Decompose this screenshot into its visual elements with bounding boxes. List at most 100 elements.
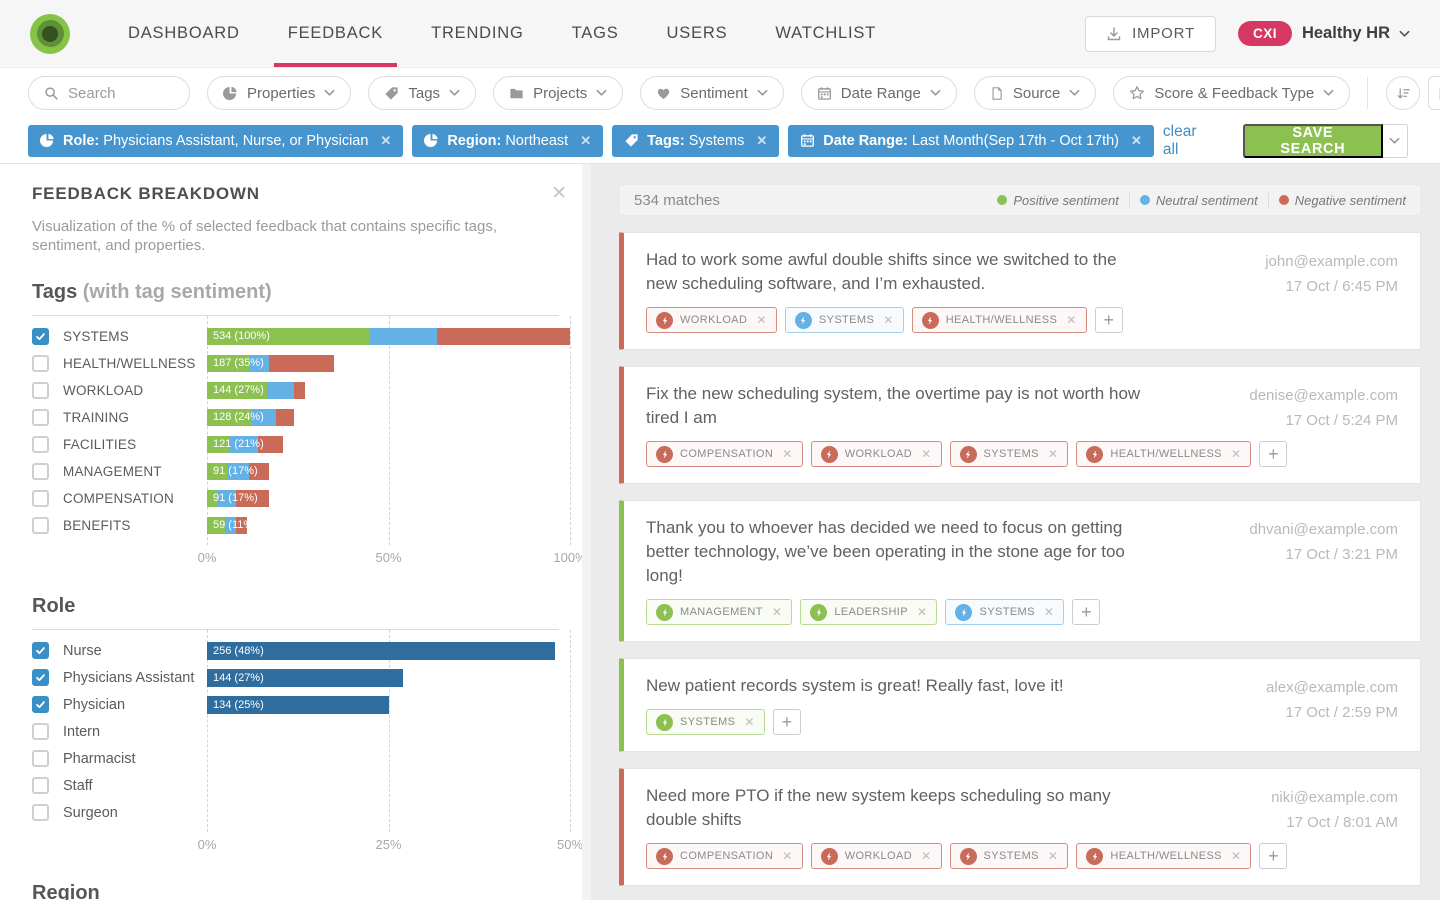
- checkbox-training[interactable]: [32, 409, 49, 427]
- remove-tag-icon[interactable]: ✕: [782, 849, 793, 863]
- breakdown-section-role: Role Nurse 256 (48%) Physicians Assistant 1…: [32, 595, 583, 856]
- filter-dropdown-sentiment[interactable]: Sentiment: [640, 76, 784, 110]
- remove-tag-icon[interactable]: ✕: [1043, 605, 1055, 619]
- bar-segment-neutral: [226, 463, 249, 481]
- nav-item-users[interactable]: USERS: [666, 24, 728, 42]
- add-tag-button[interactable]: +: [1072, 599, 1101, 625]
- active-filter-chip-region: Region: Northeast ✕: [412, 124, 604, 157]
- filter-chip-label: Role:: [63, 132, 104, 149]
- remove-filter-icon[interactable]: ✕: [380, 132, 392, 148]
- remove-tag-icon[interactable]: ✕: [1230, 849, 1242, 863]
- tag-label: COMPENSATION: [680, 448, 774, 460]
- bar-segment-positive: [207, 355, 249, 373]
- checkbox-nurse[interactable]: [32, 642, 49, 660]
- nav-item-trending[interactable]: TRENDING: [431, 24, 524, 42]
- search-pill[interactable]: [28, 76, 190, 110]
- remove-tag-icon[interactable]: ✕: [921, 447, 932, 461]
- remove-tag-icon[interactable]: ✕: [1047, 447, 1059, 461]
- row-label: BENEFITS: [63, 518, 131, 534]
- chevron-down-icon: [1399, 30, 1410, 38]
- remove-filter-icon[interactable]: ✕: [756, 132, 768, 148]
- checkbox-systems[interactable]: [32, 328, 49, 346]
- bar-segment-negative: [437, 328, 570, 346]
- filter-dropdown-label: Projects: [533, 84, 588, 102]
- filter-dropdown-score-feedback-type[interactable]: Score & Feedback Type: [1113, 76, 1351, 110]
- app-logo-mid-ring: [36, 20, 64, 47]
- add-tag-button[interactable]: +: [1259, 843, 1288, 869]
- remove-filter-icon[interactable]: ✕: [1131, 132, 1142, 148]
- clear-all-link[interactable]: clear all: [1162, 122, 1197, 158]
- checkbox-surgeon[interactable]: [32, 804, 49, 822]
- bar-segment-negative: [275, 409, 295, 427]
- app-logo-core: [42, 25, 58, 42]
- feedback-tags: MANAGEMENT ✕ LEADERSHIP ✕ SYSTEMS ✕ +: [646, 599, 1400, 625]
- remove-tag-icon[interactable]: ✕: [782, 447, 793, 461]
- add-tag-button[interactable]: +: [1094, 307, 1123, 333]
- feedback-card: Had to work some awful double shifts sin…: [619, 232, 1421, 350]
- checkbox-benefits[interactable]: [32, 517, 49, 535]
- checkbox-pharmacist[interactable]: [32, 750, 49, 768]
- checkbox-staff[interactable]: [32, 777, 49, 795]
- tag-label: COMPENSATION: [680, 850, 774, 862]
- remove-tag-icon[interactable]: ✕: [1047, 849, 1059, 863]
- sort-button[interactable]: [1386, 76, 1421, 110]
- filter-dropdown-source[interactable]: Source: [973, 76, 1097, 110]
- axis-tick: 0%: [197, 550, 217, 566]
- remove-tag-icon[interactable]: ✕: [744, 715, 755, 729]
- legend-item-negative: Negative sentiment: [1267, 192, 1406, 208]
- search-input[interactable]: [68, 84, 178, 102]
- tag-chip-health-wellness: HEALTH/WELLNESS ✕: [1076, 843, 1252, 869]
- checkbox-health-wellness[interactable]: [32, 355, 49, 373]
- nav-item-tags[interactable]: TAGS: [571, 24, 619, 42]
- filter-dropdown-projects[interactable]: Projects: [493, 76, 624, 110]
- sentiment-bolt-icon: [1086, 445, 1104, 463]
- remove-tag-icon[interactable]: ✕: [883, 313, 894, 327]
- tag-label: WORKLOAD: [844, 850, 913, 862]
- add-tag-button[interactable]: +: [772, 709, 801, 735]
- row-label: Physician: [63, 696, 126, 713]
- left-panel-scrollbar[interactable]: [582, 164, 591, 900]
- remove-tag-icon[interactable]: ✕: [771, 605, 783, 619]
- bar: [207, 328, 570, 346]
- remove-tag-icon[interactable]: ✕: [1066, 313, 1077, 327]
- export-button[interactable]: [1428, 76, 1440, 110]
- nav-item-watchlist[interactable]: WATCHLIST: [775, 24, 877, 42]
- filter-dropdown-properties[interactable]: Properties: [207, 76, 352, 110]
- checkbox-physician[interactable]: [32, 696, 49, 714]
- remove-tag-icon[interactable]: ✕: [1230, 447, 1242, 461]
- bar-segment-negative: [236, 490, 269, 508]
- row-label: Physicians Assistant: [63, 669, 195, 686]
- filter-dropdown-tags[interactable]: Tags: [368, 76, 477, 110]
- checkbox-facilities[interactable]: [32, 436, 49, 454]
- bar-segment-neutral: [217, 490, 237, 508]
- remove-tag-icon[interactable]: ✕: [917, 605, 928, 619]
- nav-item-feedback[interactable]: FEEDBACK: [273, 0, 398, 67]
- save-search-caret-button[interactable]: [1382, 123, 1408, 158]
- save-search-button[interactable]: SAVE SEARCH: [1242, 123, 1383, 158]
- import-button[interactable]: IMPORT: [1085, 15, 1216, 52]
- checkbox-workload[interactable]: [32, 382, 49, 400]
- add-tag-button[interactable]: +: [1259, 441, 1288, 467]
- app-logo-icon[interactable]: [30, 13, 70, 54]
- checkbox-intern[interactable]: [32, 723, 49, 741]
- remove-tag-icon[interactable]: ✕: [921, 849, 932, 863]
- filter-chip-label: Region:: [447, 132, 506, 149]
- remove-tag-icon[interactable]: ✕: [756, 313, 767, 327]
- nav-item-dashboard[interactable]: DASHBOARD: [128, 24, 240, 42]
- feedback-tags: COMPENSATION ✕ WORKLOAD ✕ SYSTEMS ✕ HEALTH/WEL…: [646, 441, 1400, 467]
- chart-row-training: TRAINING 128 (24%): [32, 404, 559, 431]
- filter-bar: Properties Tags Projects Sentiment Date Rang…: [0, 68, 1440, 118]
- filter-dropdown-date-range[interactable]: Date Range: [800, 76, 957, 110]
- panel-description: Visualization of the % of selected feedb…: [32, 218, 497, 255]
- chart-row-workload: WORKLOAD 144 (27%): [32, 377, 559, 404]
- checkbox-physicians-assistant[interactable]: [32, 669, 49, 687]
- import-icon: [1106, 26, 1122, 42]
- close-icon[interactable]: ✕: [551, 183, 567, 204]
- results-panel: 534 matches Positive sentiment Neutral se…: [619, 184, 1421, 900]
- sentiment-bolt-icon: [810, 603, 828, 621]
- checkbox-management[interactable]: [32, 463, 49, 481]
- account-menu[interactable]: Healthy HR: [1302, 24, 1410, 43]
- remove-filter-icon[interactable]: ✕: [580, 132, 592, 148]
- checkbox-compensation[interactable]: [32, 490, 49, 508]
- check-icon: [35, 699, 46, 710]
